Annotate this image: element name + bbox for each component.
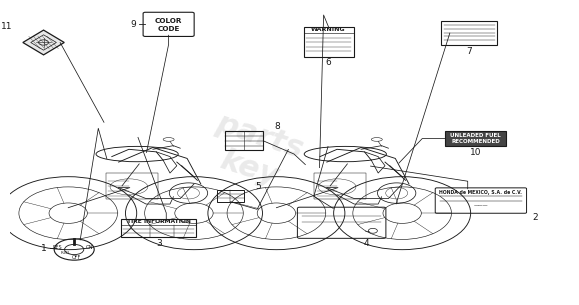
Text: 5: 5 [255, 182, 261, 191]
Bar [121, 219, 196, 237]
Text: TIRE INFORMATION: TIRE INFORMATION [127, 219, 190, 224]
Text: 10: 10 [470, 148, 481, 157]
Text: 7: 7 [467, 47, 472, 56]
Text: OFF: OFF [72, 255, 81, 260]
Text: CODE: CODE [157, 26, 180, 32]
Text: FUEL: FUEL [61, 251, 71, 255]
Polygon shape [23, 30, 64, 55]
Text: ———: ——— [474, 203, 488, 208]
Text: 11: 11 [1, 22, 12, 31]
Text: UNLEADED FUEL: UNLEADED FUEL [450, 133, 501, 138]
Text: COLOR: COLOR [155, 18, 182, 24]
Text: parts
key: parts key [201, 109, 307, 196]
Text: RECOMMENDED: RECOMMENDED [451, 139, 500, 144]
Text: 3: 3 [156, 239, 162, 248]
Text: 8: 8 [274, 122, 280, 131]
Text: RES: RES [53, 245, 63, 250]
Bar [441, 21, 497, 45]
Text: ON: ON [86, 245, 94, 250]
Text: 1: 1 [41, 244, 47, 253]
Text: WARNING: WARNING [312, 27, 346, 32]
Text: 6: 6 [326, 58, 331, 67]
Bar [107, 173, 157, 199]
Text: 9: 9 [130, 20, 135, 29]
Bar [303, 27, 354, 57]
Text: 2: 2 [532, 213, 538, 222]
Bar [445, 131, 506, 146]
Text: 4: 4 [364, 239, 369, 248]
Bar [217, 190, 244, 202]
Bar [225, 131, 263, 150]
Bar [314, 173, 366, 199]
Text: HONDA de MEXICO, S.A. de C.V.: HONDA de MEXICO, S.A. de C.V. [439, 190, 522, 195]
